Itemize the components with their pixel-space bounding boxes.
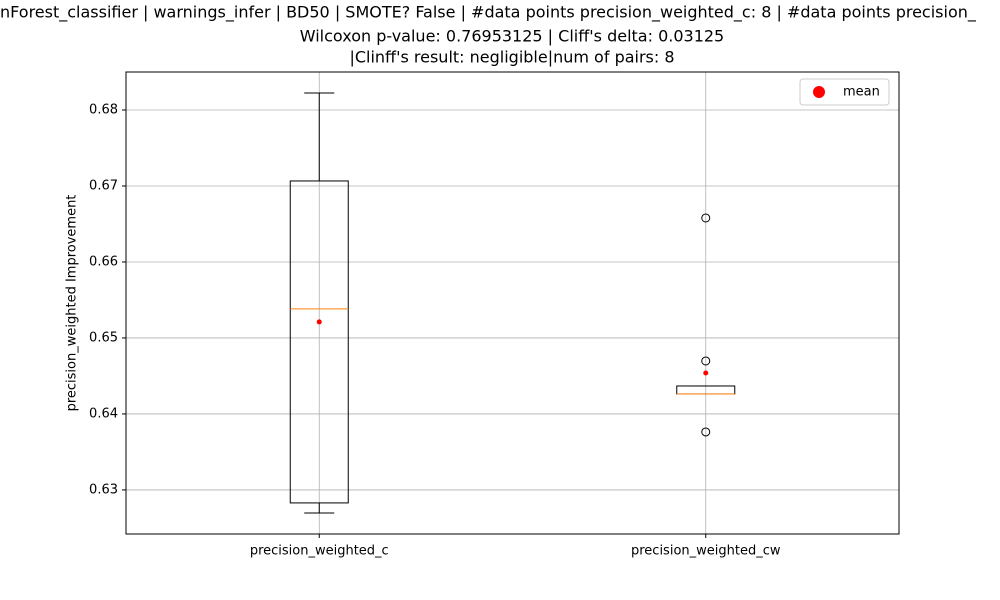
y-tick-label: 0.67 <box>89 178 118 193</box>
outlier <box>701 427 711 437</box>
x-tick-label: precision_weighted_cw <box>631 544 781 559</box>
x-tick-label: precision_weighted_c <box>250 544 389 559</box>
y-tick-label: 0.65 <box>89 330 118 345</box>
legend-label: mean <box>843 85 880 100</box>
chart-subtitle: |Clinff's result: negligible|num of pair… <box>349 48 674 67</box>
legend-box <box>799 78 890 106</box>
box <box>289 180 349 504</box>
y-tick-label: 0.63 <box>89 482 118 497</box>
mean-marker <box>703 370 709 376</box>
plot-frame <box>125 71 900 535</box>
chart-title: nForest_classifier | warnings_infer | BD… <box>0 3 977 23</box>
outlier <box>701 356 711 366</box>
y-tick-label: 0.66 <box>89 254 118 269</box>
outlier <box>701 213 711 223</box>
mean-marker <box>316 319 322 325</box>
y-axis-label: precision_weighted Improvement <box>65 195 80 412</box>
chart-subtitle: Wilcoxon p-value: 0.76953125 | Cliff's d… <box>300 27 724 46</box>
legend-marker <box>813 86 825 98</box>
y-tick-label: 0.68 <box>89 102 118 117</box>
y-tick-label: 0.64 <box>89 406 118 421</box>
